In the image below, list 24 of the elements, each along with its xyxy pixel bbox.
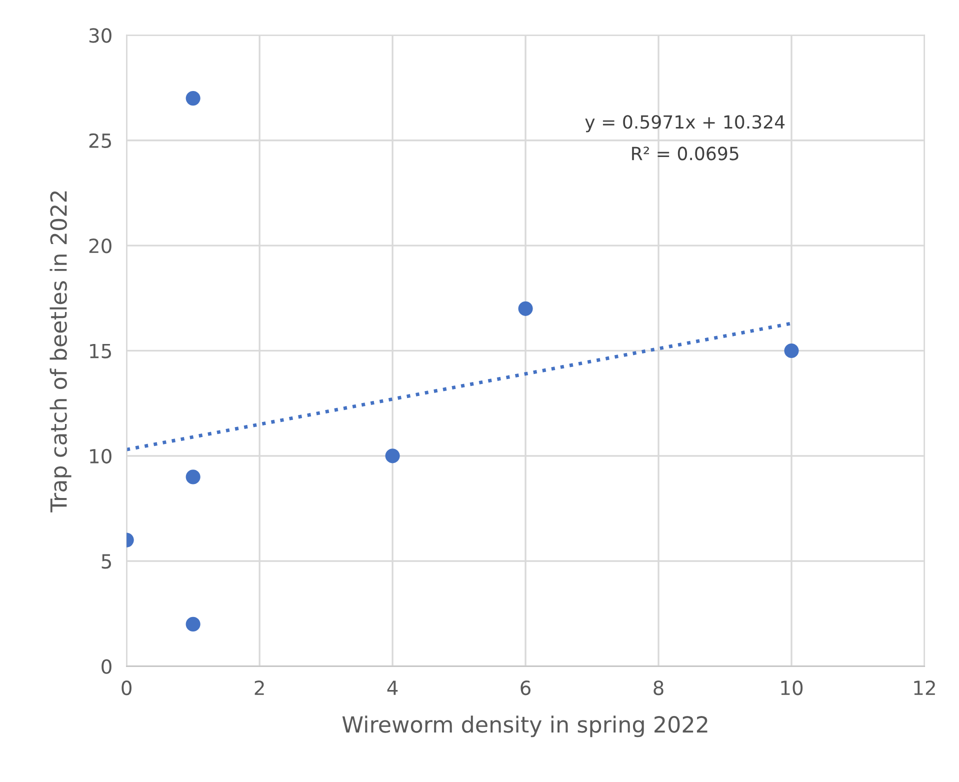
y-tick-label: 0 <box>102 659 112 674</box>
y-tick-label: 15 <box>90 344 111 358</box>
x-tick-label: 12 <box>914 680 935 695</box>
y-tick-label: 10 <box>90 448 112 464</box>
point <box>186 616 200 632</box>
point <box>186 91 200 106</box>
y-tick-label: 30 <box>89 28 112 43</box>
y-tick-label: 5 <box>102 554 111 569</box>
y-axis-title: Trap catch of beetles in 2022 <box>50 191 72 512</box>
y-tick-label: 25 <box>89 133 111 148</box>
point <box>186 470 200 484</box>
x-tick-label: 6 <box>520 680 530 696</box>
annotation: R² = 0.0695 <box>632 146 738 160</box>
point <box>784 343 799 358</box>
y-tick-label: 20 <box>89 238 112 254</box>
x-axis-title: Wireworm density in spring 2022 <box>342 716 708 738</box>
x-tick-label: 0 <box>122 680 132 696</box>
x-tick-label: 10 <box>781 680 803 696</box>
point <box>385 448 400 464</box>
point <box>518 301 533 316</box>
x-tick-label: 8 <box>654 680 664 696</box>
x-tick-label: 2 <box>254 680 264 695</box>
annotation: y = 0.5971x + 10.324 <box>585 115 785 132</box>
x-tick-label: 4 <box>387 680 398 695</box>
